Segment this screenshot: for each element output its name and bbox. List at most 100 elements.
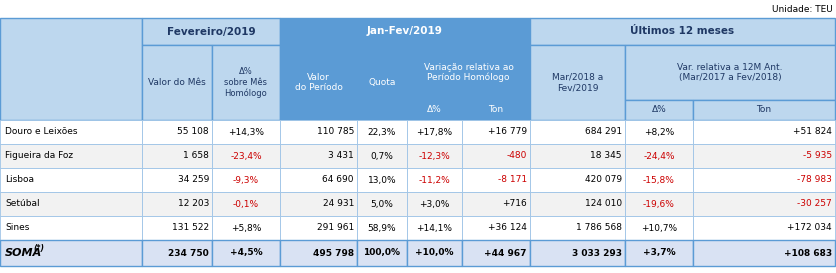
Bar: [624, 240, 692, 266]
Text: 1 786 568: 1 786 568: [575, 224, 621, 233]
Bar: [357, 168, 406, 192]
Bar: [142, 45, 212, 120]
Text: Sines: Sines: [5, 224, 29, 233]
Text: 495 798: 495 798: [313, 248, 354, 257]
Text: -19,6%: -19,6%: [642, 200, 674, 209]
Bar: [529, 168, 624, 192]
Bar: [280, 45, 357, 120]
Text: Var. relativa a 12M Ant.
(Mar/2017 a Fev/2018): Var. relativa a 12M Ant. (Mar/2017 a Fev…: [676, 63, 782, 82]
Text: 0,7%: 0,7%: [370, 152, 393, 161]
Text: 3 033 293: 3 033 293: [571, 248, 621, 257]
Bar: [529, 240, 624, 266]
Bar: [692, 100, 834, 120]
Bar: [357, 192, 406, 216]
Bar: [142, 168, 212, 192]
Text: Douro e Leixões: Douro e Leixões: [5, 127, 78, 136]
Text: -5 935: -5 935: [802, 152, 831, 161]
Bar: [406, 216, 461, 240]
Bar: [280, 192, 357, 216]
Bar: [212, 144, 280, 168]
Bar: [624, 192, 692, 216]
Text: +17,8%: +17,8%: [416, 127, 452, 136]
Text: -15,8%: -15,8%: [642, 176, 674, 185]
Text: Ton: Ton: [488, 105, 503, 114]
Text: 18 345: 18 345: [589, 152, 621, 161]
Text: 684 291: 684 291: [584, 127, 621, 136]
Bar: [212, 168, 280, 192]
Text: -78 983: -78 983: [796, 176, 831, 185]
Bar: [461, 240, 529, 266]
Text: +108 683: +108 683: [783, 248, 831, 257]
Text: -8 171: -8 171: [497, 176, 527, 185]
Bar: [406, 192, 461, 216]
Bar: [406, 240, 461, 266]
Bar: [142, 216, 212, 240]
Bar: [0, 192, 142, 216]
Text: 1 658: 1 658: [183, 152, 209, 161]
Bar: [406, 144, 461, 168]
Text: +44 967: +44 967: [484, 248, 527, 257]
Bar: [357, 144, 406, 168]
Text: +4,5%: +4,5%: [229, 248, 262, 257]
Text: +716: +716: [502, 200, 527, 209]
Bar: [212, 192, 280, 216]
Text: 12 203: 12 203: [177, 200, 209, 209]
Bar: [357, 216, 406, 240]
Bar: [461, 120, 529, 144]
Text: Δ%: Δ%: [651, 105, 665, 114]
Text: Ton: Ton: [756, 105, 771, 114]
Text: +3,7%: +3,7%: [642, 248, 675, 257]
Bar: [529, 216, 624, 240]
Bar: [692, 216, 834, 240]
Bar: [529, 120, 624, 144]
Text: SOMA: SOMA: [5, 248, 42, 258]
Text: 234 750: 234 750: [168, 248, 209, 257]
Text: Δ%: Δ%: [426, 105, 441, 114]
Text: +10,0%: +10,0%: [415, 248, 453, 257]
Bar: [692, 240, 834, 266]
Bar: [624, 216, 692, 240]
Text: Unidade: TEU: Unidade: TEU: [772, 4, 832, 13]
Bar: [280, 120, 357, 144]
Text: -24,4%: -24,4%: [643, 152, 674, 161]
Text: +36 124: +36 124: [487, 224, 527, 233]
Bar: [142, 192, 212, 216]
Text: Mar/2018 a
Fev/2019: Mar/2018 a Fev/2019: [551, 73, 603, 92]
Bar: [624, 168, 692, 192]
Text: -0,1%: -0,1%: [232, 200, 259, 209]
Text: Valor do Mês: Valor do Mês: [148, 78, 206, 87]
Text: -11,2%: -11,2%: [418, 176, 450, 185]
Bar: [212, 120, 280, 144]
Text: Figueira da Foz: Figueira da Foz: [5, 152, 73, 161]
Text: Valor
do Período: Valor do Período: [294, 73, 342, 92]
Text: 420 079: 420 079: [584, 176, 621, 185]
Bar: [0, 18, 142, 120]
Text: Variação relativa ao
Período Homólogo: Variação relativa ao Período Homólogo: [423, 63, 512, 82]
Bar: [461, 100, 529, 120]
Text: Δ%
sobre Mês
Homólogo: Δ% sobre Mês Homólogo: [224, 67, 268, 98]
Bar: [142, 240, 212, 266]
Bar: [692, 192, 834, 216]
Text: 64 690: 64 690: [322, 176, 354, 185]
Text: 110 785: 110 785: [316, 127, 354, 136]
Text: +16 779: +16 779: [487, 127, 527, 136]
Text: +172 034: +172 034: [787, 224, 831, 233]
Bar: [0, 144, 142, 168]
Bar: [357, 240, 406, 266]
Bar: [461, 144, 529, 168]
Bar: [461, 192, 529, 216]
Bar: [212, 216, 280, 240]
Bar: [280, 144, 357, 168]
Text: Fevereiro/2019: Fevereiro/2019: [166, 26, 255, 37]
Text: 58,9%: 58,9%: [367, 224, 395, 233]
Bar: [529, 18, 834, 45]
Bar: [0, 216, 142, 240]
Text: +10,7%: +10,7%: [640, 224, 676, 233]
Bar: [529, 144, 624, 168]
Text: 124 010: 124 010: [584, 200, 621, 209]
Bar: [280, 240, 357, 266]
Bar: [142, 120, 212, 144]
Text: Setúbal: Setúbal: [5, 200, 39, 209]
Bar: [624, 144, 692, 168]
Bar: [461, 216, 529, 240]
